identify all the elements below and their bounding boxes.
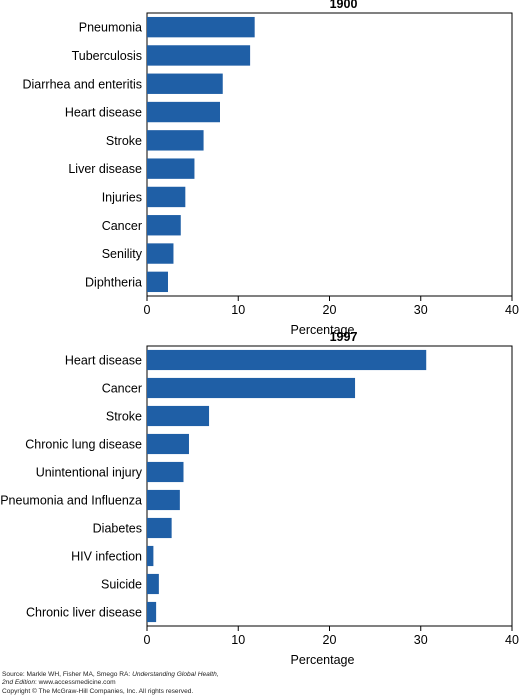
source-website: : www.accessmedicine.com <box>35 679 116 687</box>
chart-1900-category-label: Diphtheria <box>85 275 142 289</box>
chart-1997-title: 1997 <box>330 330 358 344</box>
chart-1900-category-label: Injuries <box>102 190 142 204</box>
copyright-text: Copyright © The McGraw-Hill Companies, I… <box>2 687 194 695</box>
chart-1997-category-label: Unintentional injury <box>36 466 143 480</box>
chart-1997: 1997 Heart disease Cancer Stroke Chronic lun… <box>0 330 519 667</box>
chart-1900: 1900 Pneumonia Tuberculosis Diarrhea and en… <box>22 0 519 337</box>
source-authors: Source: Markle WH, Fisher MA, Smego RA: <box>2 671 133 678</box>
chart-1997-bar <box>147 405 210 427</box>
chart-1997-bar <box>147 377 356 399</box>
chart-1997-category-label: Chronic liver disease <box>26 606 142 620</box>
source-edition: 2nd Edition <box>2 679 35 687</box>
chart-1997-category-label: Chronic lung disease <box>25 438 142 452</box>
chart-1900-category-label: Senility <box>102 247 143 261</box>
chart-1997-x-tick-label: 30 <box>414 633 428 647</box>
chart-1900-x-tick-label: 0 <box>144 303 151 317</box>
chart-1997-category-label: Heart disease <box>65 354 142 368</box>
chart-1997-bar <box>147 573 159 595</box>
chart-1997-x-tick-label: 10 <box>231 633 245 647</box>
source-line-1: Source: Markle WH, Fisher MA, Smego RA: … <box>2 671 302 679</box>
chart-1997-bar <box>147 489 180 511</box>
chart-1900-category-label: Diarrhea and enteritis <box>22 77 142 91</box>
chart-1997-category-label: HIV infection <box>71 550 142 564</box>
chart-1997-category-label: Cancer <box>102 382 142 396</box>
chart-1900-x-tick-label: 20 <box>323 303 337 317</box>
chart-1900-category-label: Cancer <box>102 219 142 233</box>
chart-1900-bar <box>147 243 174 264</box>
chart-1997-bar <box>147 461 184 483</box>
chart-1900-category-label: Tuberculosis <box>72 49 142 63</box>
chart-1900-x-tick-label: 30 <box>414 303 428 317</box>
chart-1900-category-label: Pneumonia <box>79 21 142 35</box>
chart-1900-bar <box>147 186 186 208</box>
chart-1900-category-label: Liver disease <box>68 162 142 176</box>
chart-1900-bar <box>147 16 255 38</box>
chart-1900-x-tick-label: 10 <box>231 303 245 317</box>
chart-1997-category-label: Suicide <box>101 578 142 592</box>
chart-1997-x-tick-label: 40 <box>505 633 519 647</box>
chart-1900-category-label: Heart disease <box>65 106 142 120</box>
chart-1997-bar <box>147 349 427 371</box>
chart-1997-bar <box>147 545 154 567</box>
source-citation: Source: Markle WH, Fisher MA, Smego RA: … <box>2 671 302 696</box>
chart-1900-bar <box>147 45 251 66</box>
chart-1900-bar <box>147 73 223 94</box>
chart-1900-x-tick-label: 40 <box>505 303 519 317</box>
source-line-2: 2nd Edition: www.accessmedicine.com <box>2 679 302 687</box>
chart-1997-category-label: Pneumonia and Influenza <box>0 494 142 508</box>
chart-1997-x-axis-label: Percentage <box>291 653 355 667</box>
source-book-title: Understanding Global Health, <box>132 671 219 678</box>
chart-1900-bar <box>147 215 181 236</box>
chart-1900-bar <box>147 271 168 293</box>
chart-1900-x-axis-label: Percentage <box>291 323 355 337</box>
chart-1900-bar <box>147 101 220 123</box>
chart-1997-bar <box>147 601 157 623</box>
chart-1997-category-label: Diabetes <box>93 522 142 536</box>
chart-1900-bar <box>147 158 195 179</box>
chart-1900-bar <box>147 130 204 151</box>
chart-1997-x-tick-label: 0 <box>144 633 151 647</box>
chart-1997-category-label: Stroke <box>106 410 142 424</box>
chart-1997-x-tick-label: 20 <box>323 633 337 647</box>
chart-1900-category-label: Stroke <box>106 134 142 148</box>
chart-1997-bar <box>147 433 189 455</box>
chart-1997-bar <box>147 517 172 539</box>
chart-1900-title: 1900 <box>330 0 358 11</box>
